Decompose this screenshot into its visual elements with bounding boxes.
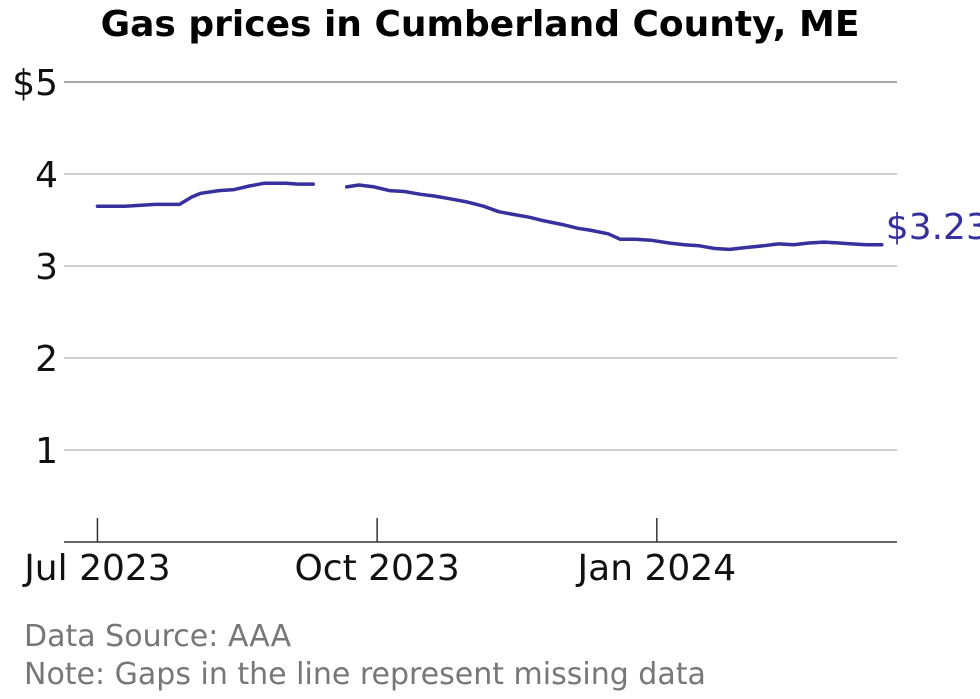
y-tick-label-5: $5 [12,63,58,104]
y-tick-label-2: 2 [35,339,58,380]
x-tick-label-2: Jan 2024 [576,548,737,589]
data-source-note: Data Source: AAA [24,619,292,654]
gridlines [64,81,897,451]
x-tick-label-0: Jul 2023 [22,548,171,589]
latest-price-label: $3.23 [886,207,980,248]
chart-title: Gas prices in Cumberland County, ME [101,4,860,45]
x-tick-label-1: Oct 2023 [294,548,459,589]
price-line-segment-2 [344,183,884,252]
missing-data-note: Note: Gaps in the line represent missing… [24,657,706,692]
x-axis-ticks: Jul 2023 Oct 2023 Jan 2024 [22,518,736,589]
price-line [95,181,884,252]
y-tick-label-1: 1 [35,431,58,472]
y-tick-label-3: 3 [35,247,58,288]
y-tick-labels: 1 2 3 4 $5 [12,63,58,472]
price-line-segment-1 [95,181,316,208]
y-tick-label-4: 4 [35,155,58,196]
